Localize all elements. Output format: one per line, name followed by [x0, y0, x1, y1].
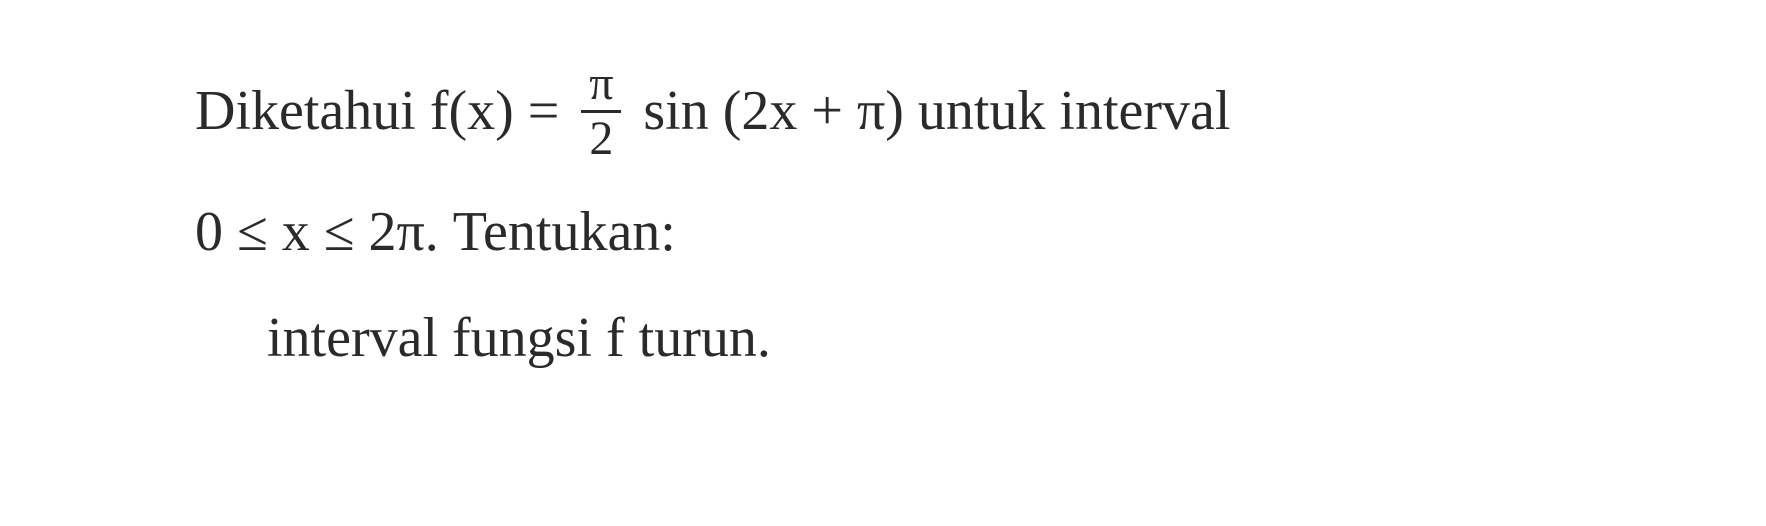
problem-line-1: Diketahui f(x) = π 2 sin (2x + π) untuk …	[195, 60, 1230, 163]
line3-text: interval fungsi f turun.	[267, 301, 771, 377]
fraction-denominator: 2	[581, 110, 621, 163]
fraction-numerator: π	[585, 60, 617, 110]
problem-line-3: interval fungsi f turun.	[267, 301, 1230, 377]
line2-text: 0 ≤ x ≤ 2π. Tentukan:	[195, 195, 676, 271]
problem-line-2: 0 ≤ x ≤ 2π. Tentukan:	[195, 195, 1230, 271]
fraction-pi-over-2: π 2	[581, 60, 621, 163]
math-problem-text: Diketahui f(x) = π 2 sin (2x + π) untuk …	[195, 60, 1230, 376]
line1-suffix: sin (2x + π) untuk interval	[629, 74, 1230, 150]
line1-prefix: Diketahui f(x) =	[195, 74, 573, 150]
